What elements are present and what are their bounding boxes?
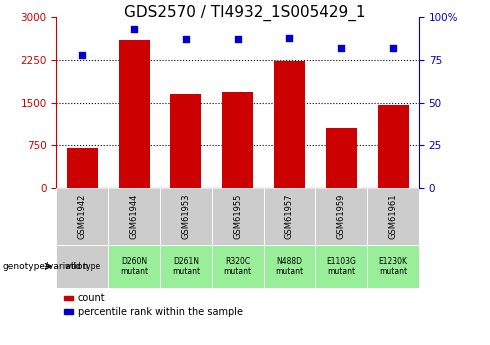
Text: E1230K
mutant: E1230K mutant: [379, 257, 408, 276]
Point: [286, 35, 294, 40]
Point: [234, 37, 242, 42]
Text: GSM61942: GSM61942: [78, 194, 87, 239]
Text: D260N
mutant: D260N mutant: [120, 257, 148, 276]
Bar: [264, 188, 316, 245]
Bar: [367, 188, 419, 245]
Text: GSM61953: GSM61953: [181, 194, 190, 239]
Text: GSM61955: GSM61955: [233, 194, 242, 239]
Text: GSM61959: GSM61959: [337, 194, 346, 239]
Bar: [56, 245, 108, 288]
Bar: [108, 245, 160, 288]
Bar: [377, 106, 409, 188]
Bar: [274, 60, 305, 188]
Bar: [119, 40, 149, 188]
Text: GSM61961: GSM61961: [389, 194, 397, 239]
Bar: [160, 188, 212, 245]
Bar: [316, 188, 367, 245]
Bar: [160, 245, 212, 288]
Bar: [67, 148, 98, 188]
Bar: [264, 245, 316, 288]
Text: genotype/variation: genotype/variation: [2, 262, 89, 271]
Bar: [171, 94, 201, 188]
Text: GSM61944: GSM61944: [129, 194, 139, 239]
Text: wild type: wild type: [65, 262, 100, 271]
Text: D261N
mutant: D261N mutant: [172, 257, 200, 276]
Bar: [222, 92, 253, 188]
Text: GSM61957: GSM61957: [285, 194, 294, 239]
Bar: [316, 245, 367, 288]
Bar: [326, 128, 357, 188]
Point: [182, 37, 190, 42]
Text: count: count: [77, 293, 105, 303]
Text: GDS2570 / TI4932_1S005429_1: GDS2570 / TI4932_1S005429_1: [124, 5, 366, 21]
Bar: [108, 188, 160, 245]
Text: percentile rank within the sample: percentile rank within the sample: [77, 307, 243, 316]
Text: E1103G
mutant: E1103G mutant: [326, 257, 356, 276]
Text: R320C
mutant: R320C mutant: [223, 257, 252, 276]
Point: [130, 27, 138, 32]
Point: [337, 45, 345, 51]
Bar: [212, 188, 264, 245]
Text: N488D
mutant: N488D mutant: [275, 257, 303, 276]
Bar: [367, 245, 419, 288]
Bar: [56, 188, 108, 245]
Point: [78, 52, 86, 58]
Bar: [212, 245, 264, 288]
Point: [389, 45, 397, 51]
